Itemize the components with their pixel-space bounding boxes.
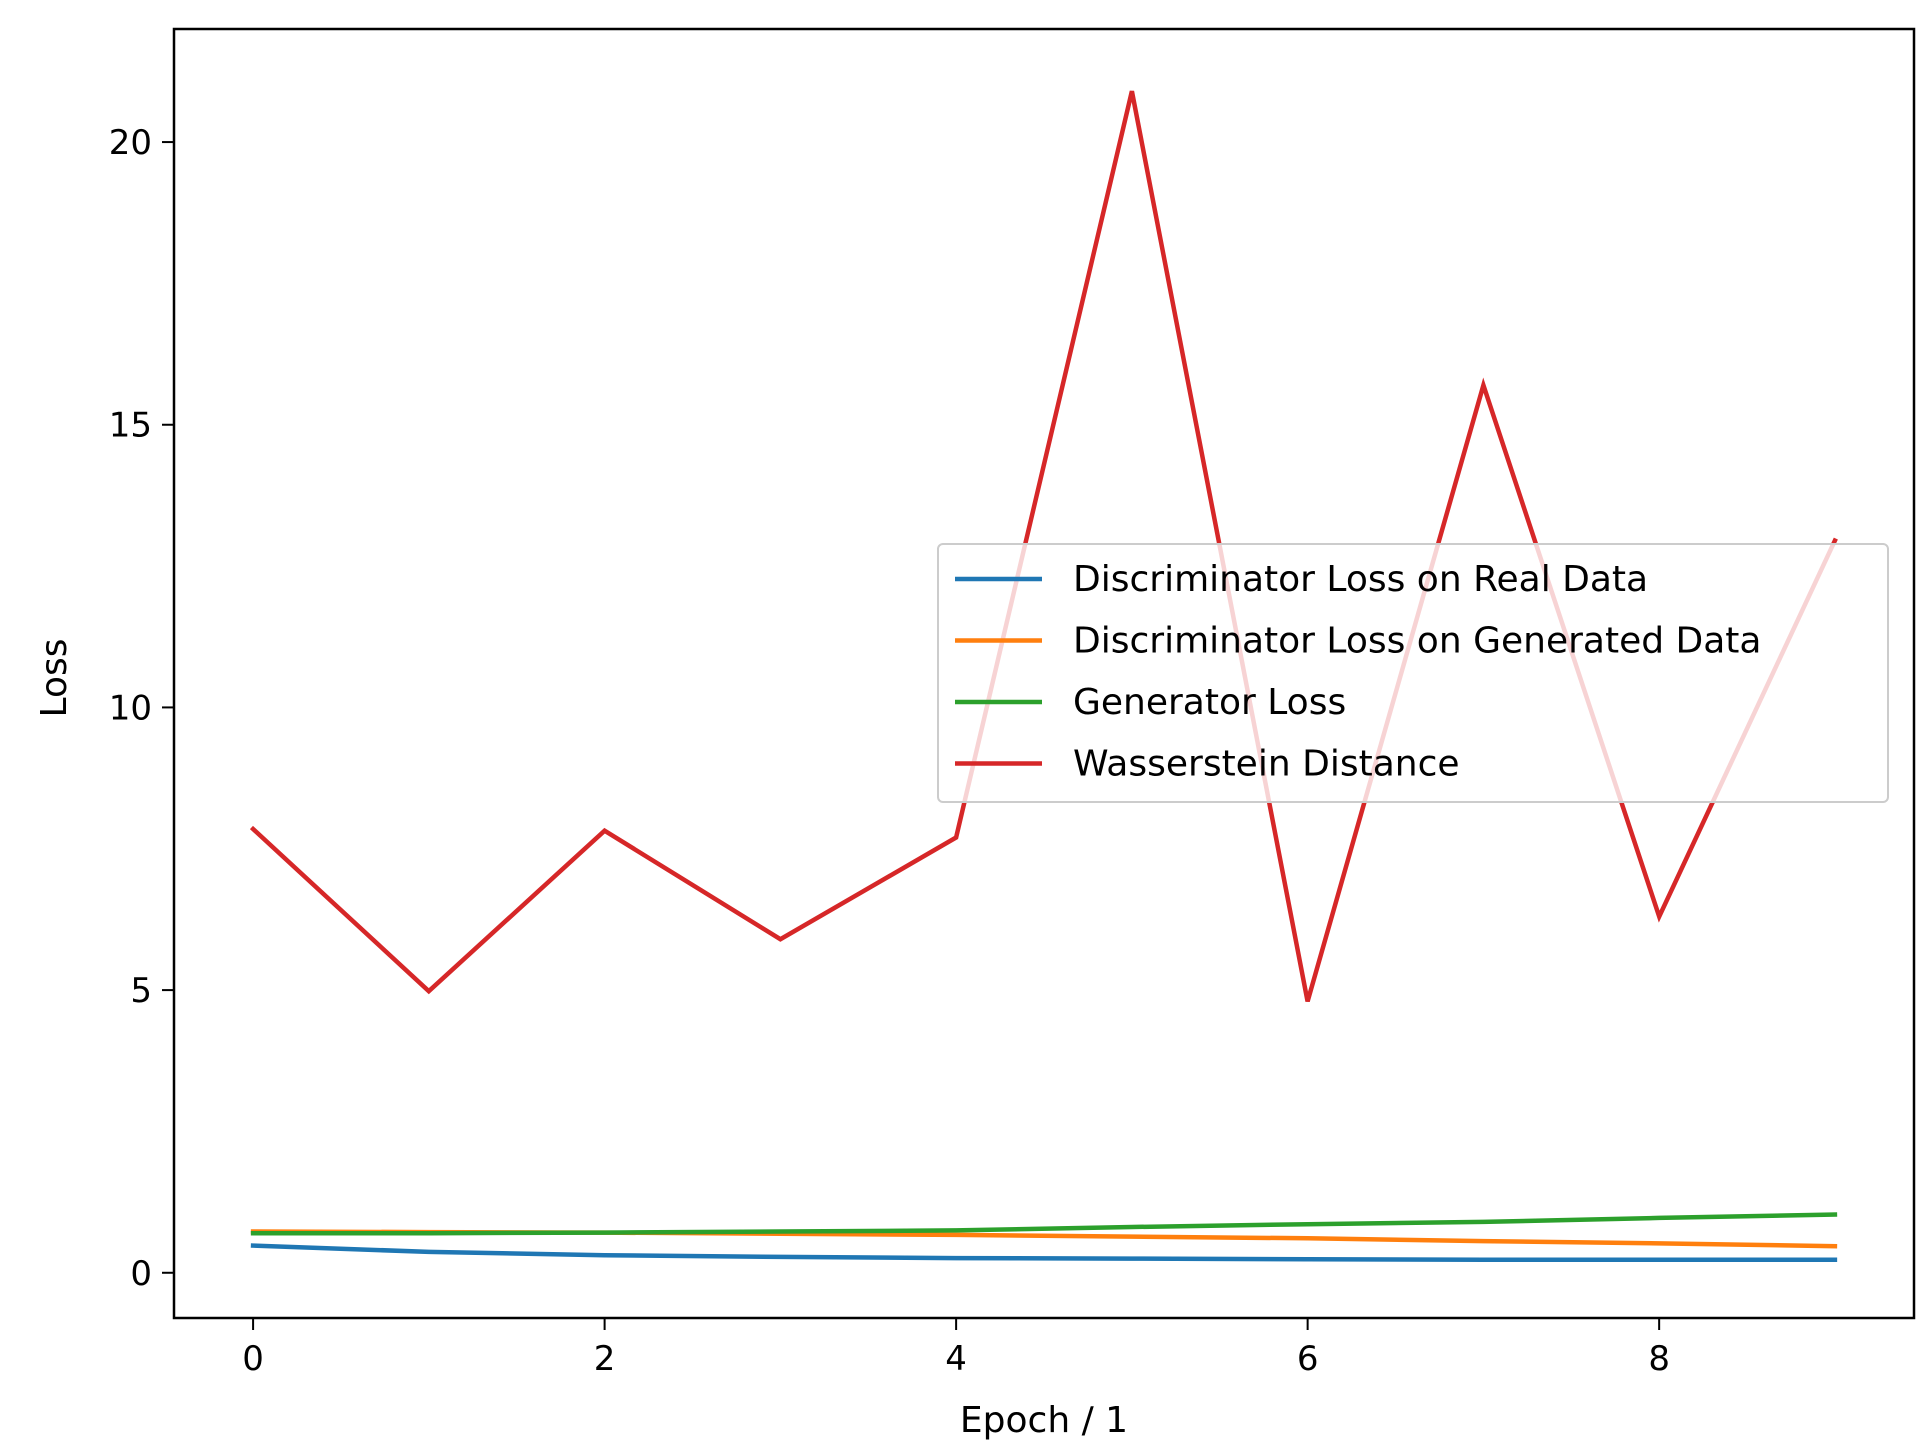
series-line-0 bbox=[250, 1243, 1838, 1263]
x-tick-label: 2 bbox=[594, 1339, 616, 1379]
legend-label-1: Discriminator Loss on Generated Data bbox=[1073, 621, 1761, 662]
series-line-2 bbox=[250, 1212, 1838, 1236]
legend-label-2: Generator Loss bbox=[1073, 682, 1346, 723]
x-tick-label: 6 bbox=[1297, 1339, 1319, 1379]
x-tick-label: 4 bbox=[945, 1339, 967, 1379]
legend: Discriminator Loss on Real Data Discrimin… bbox=[937, 543, 1889, 803]
y-axis: 0 5 10 15 20 bbox=[109, 123, 174, 1294]
plot-frame bbox=[172, 27, 1916, 1320]
y-tick-label: 5 bbox=[130, 971, 152, 1011]
y-tick-label: 0 bbox=[130, 1254, 152, 1294]
y-tick-label: 20 bbox=[109, 123, 152, 163]
x-axis: 0 2 4 6 8 bbox=[242, 1318, 1670, 1379]
y-tick-label: 10 bbox=[109, 688, 152, 728]
legend-label-0: Discriminator Loss on Real Data bbox=[1073, 559, 1648, 600]
legend-box bbox=[937, 543, 1889, 803]
legend-label-3: Wasserstein Distance bbox=[1073, 744, 1460, 785]
x-tick-label: 0 bbox=[242, 1339, 264, 1379]
y-tick-label: 15 bbox=[109, 406, 152, 446]
y-axis-label: Loss bbox=[34, 639, 75, 718]
x-tick-label: 8 bbox=[1648, 1339, 1670, 1379]
x-axis-label: Epoch / 1 bbox=[960, 1400, 1128, 1440]
